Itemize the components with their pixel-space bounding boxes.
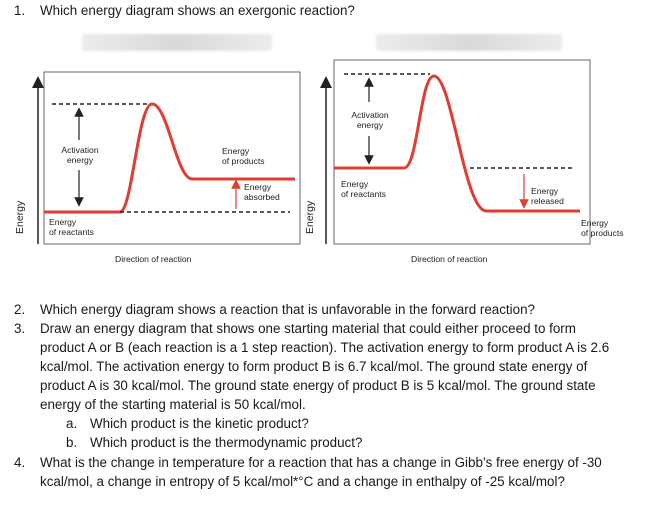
question-2-text: Which energy diagram shows a reaction th… bbox=[40, 302, 535, 317]
left-reactants-label: Energy of reactants bbox=[49, 217, 94, 237]
left-activation-line1: Activation bbox=[61, 145, 99, 155]
right-plot-frame bbox=[333, 59, 591, 245]
question-3-line: kcal/mol. The activation energy to form … bbox=[40, 359, 588, 374]
question-4-number: 4. bbox=[14, 455, 26, 470]
right-diagram bbox=[320, 59, 591, 245]
right-reactants-label: Energy of reactants bbox=[341, 179, 386, 199]
left-diagram bbox=[32, 71, 301, 245]
question-4-line: kcal/mol, a change in entropy of 5 kcal/… bbox=[40, 474, 565, 489]
right-released-line1: Energy bbox=[531, 186, 559, 196]
left-absorbed-line1: Energy bbox=[244, 182, 272, 192]
question-4-text: What is the change in temperature for a … bbox=[40, 454, 602, 492]
left-absorbed-line2: absorbed bbox=[244, 192, 280, 202]
right-released-line2: released bbox=[531, 196, 564, 206]
right-energy-curve bbox=[334, 74, 580, 213]
question-4-line: What is the change in temperature for a … bbox=[40, 455, 602, 470]
left-activation-line2: energy bbox=[66, 155, 94, 165]
left-products-line2: of products bbox=[222, 156, 265, 166]
question-1-number: 1. bbox=[14, 3, 26, 18]
question-3-line: energy of the starting material is 50 kc… bbox=[40, 397, 306, 412]
question-1-text: Which energy diagram shows an exergonic … bbox=[40, 3, 355, 18]
right-released-label: Energy released bbox=[531, 186, 564, 206]
right-activation-line1: Activation bbox=[351, 110, 389, 120]
left-plot-frame bbox=[43, 71, 301, 245]
right-reactants-line2: of reactants bbox=[341, 189, 386, 199]
left-reactants-line1: Energy bbox=[49, 217, 77, 227]
question-3-line: product A is 30 kcal/mol. The ground sta… bbox=[40, 378, 596, 393]
left-absorbed-label: Energy absorbed bbox=[244, 182, 280, 202]
right-products-label: Energy of products bbox=[581, 218, 624, 238]
redacted-title-right bbox=[376, 34, 562, 51]
question-2-number: 2. bbox=[14, 302, 26, 317]
left-reactants-line2: of reactants bbox=[49, 227, 94, 237]
question-3-line: product A or B (each reaction is a 1 ste… bbox=[40, 340, 610, 355]
right-reactants-line1: Energy bbox=[341, 179, 369, 189]
left-energy-curve bbox=[44, 102, 295, 214]
question-3-line: Draw an energy diagram that shows one st… bbox=[40, 321, 576, 336]
right-y-axis-label: Energy bbox=[304, 200, 316, 234]
question-3-number: 3. bbox=[14, 321, 26, 336]
question-3-text: Draw an energy diagram that shows one st… bbox=[40, 320, 609, 415]
question-3a-letter: a. bbox=[66, 416, 78, 431]
right-activation-label: Activation energy bbox=[340, 110, 400, 130]
question-3b-text: Which product is the thermodynamic produ… bbox=[90, 435, 363, 450]
right-products-line2: of products bbox=[581, 228, 624, 238]
question-3a-text: Which product is the kinetic product? bbox=[90, 416, 309, 431]
right-x-axis-label: Direction of reaction bbox=[411, 254, 488, 264]
right-products-line1: Energy bbox=[581, 218, 609, 228]
right-activation-line2: energy bbox=[356, 120, 384, 130]
left-products-label: Energy of products bbox=[222, 146, 265, 166]
left-y-axis-label: Energy bbox=[14, 200, 26, 234]
left-x-axis-label: Direction of reaction bbox=[115, 254, 192, 264]
left-products-line1: Energy bbox=[222, 146, 250, 156]
question-3b-letter: b. bbox=[66, 435, 78, 450]
left-activation-label: Activation energy bbox=[50, 145, 110, 165]
energy-diagrams bbox=[32, 59, 591, 245]
redacted-title-left bbox=[82, 34, 272, 51]
